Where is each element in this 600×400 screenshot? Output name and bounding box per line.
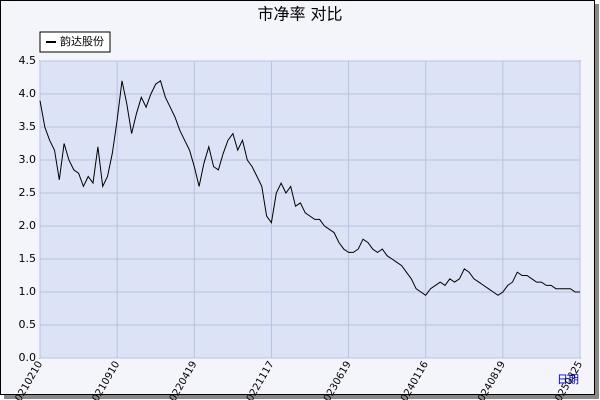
y-tick-label: 0.5 [19,318,37,331]
shadow [4,395,599,399]
legend-label: 韵达股份 [60,34,104,48]
y-tick-label: 2.0 [19,219,37,232]
y-tick-label: 2.5 [19,186,37,199]
legend-box [39,31,111,53]
shadow [595,4,599,398]
plot-area [39,60,581,359]
y-tick-label: 1.0 [19,285,37,298]
y-tick-label: 4.0 [19,87,37,100]
y-tick-label: 0.0 [19,351,37,364]
chart-title: 市净率 对比 [257,5,342,24]
y-tick-label: 4.5 [19,54,37,67]
line-series [39,79,580,296]
y-tick-label: 1.5 [19,252,37,265]
y-tick-label: 3.5 [19,120,37,133]
x-axis-label: 日期 [557,373,579,386]
y-tick-label: 3.0 [19,153,37,166]
